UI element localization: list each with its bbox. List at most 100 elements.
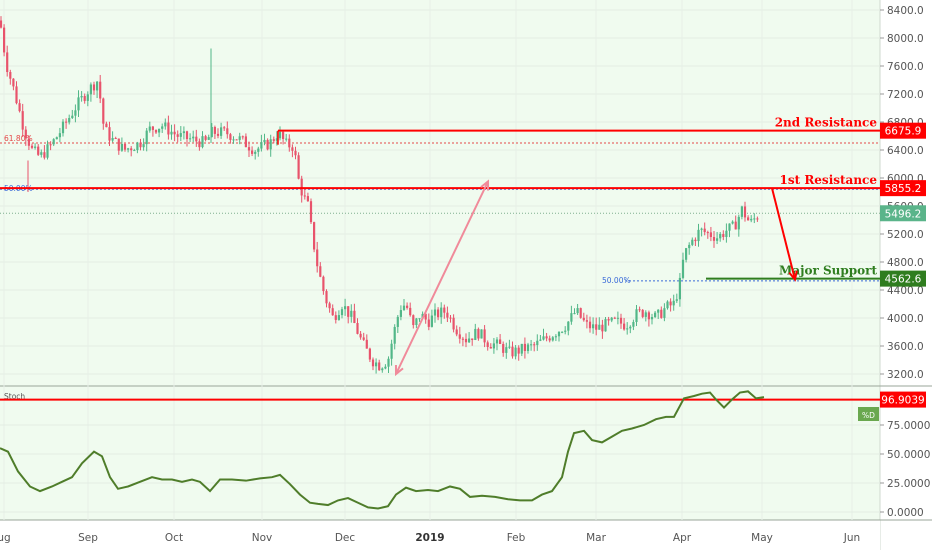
candle-body [567, 321, 570, 331]
candle-body [297, 155, 300, 179]
candle-body [337, 315, 340, 320]
price-tick-label: 6400.0 [887, 145, 924, 157]
candle-body [74, 110, 77, 116]
candle-body [517, 347, 520, 354]
candle-body [700, 228, 703, 230]
candle-body [557, 331, 561, 337]
candle-body [424, 313, 427, 320]
candle-body [716, 238, 719, 241]
candle-body [313, 222, 316, 250]
time-tick-label: May [751, 532, 773, 544]
candle-body [601, 324, 604, 332]
candle-body [725, 230, 728, 237]
candle-body [468, 338, 471, 343]
candle-body [241, 136, 244, 138]
candle-body [663, 308, 666, 318]
candle-body [483, 329, 486, 343]
candle-body [328, 303, 331, 309]
candle-body [740, 206, 743, 217]
level-label: Major Support [779, 264, 877, 278]
candle-body [697, 229, 700, 242]
time-tick-label: Oct [165, 532, 183, 544]
candle-body [344, 306, 347, 310]
candle-body [139, 142, 142, 148]
candle-body [108, 127, 111, 141]
candle-body [201, 136, 204, 148]
candle-body [251, 150, 254, 154]
candle-body [229, 134, 232, 140]
level-lines: 2nd Resistance 1st Resistance Major Suppor… [0, 116, 880, 280]
level-tag-text: 6675.9 [885, 126, 922, 138]
candle-body [130, 148, 133, 151]
candle-body [120, 143, 123, 151]
candle-body [105, 123, 108, 128]
double-arrow-head-up [480, 179, 490, 191]
candle-body [681, 259, 685, 278]
candle-body [216, 133, 220, 136]
annotations [394, 179, 798, 377]
candle-body [505, 347, 508, 353]
candle-body [737, 216, 740, 230]
candle-body [92, 84, 96, 91]
price-tick-label: 8400.0 [887, 5, 924, 17]
candle-body [492, 343, 495, 349]
candle-body [598, 324, 601, 330]
candle-body [616, 317, 619, 319]
candle-body [55, 137, 58, 140]
candle-body [461, 338, 464, 340]
candle-body [455, 329, 458, 335]
candle-body [24, 129, 27, 139]
candle-body [446, 312, 449, 318]
stoch-title: Stoch [4, 392, 25, 401]
candle-body [570, 313, 573, 322]
candle-body [452, 317, 455, 330]
candle-body [266, 139, 269, 150]
candle-body [145, 130, 148, 145]
candle-body [647, 312, 650, 320]
candle-body [433, 309, 437, 316]
candle-body [399, 310, 402, 317]
candle-body [161, 126, 164, 129]
candle-body [359, 333, 362, 338]
candle-body [691, 239, 694, 245]
candle-body [437, 309, 440, 318]
candle-body [443, 307, 446, 313]
stoch-legend-label: %D [862, 411, 875, 420]
candle-body [117, 138, 120, 151]
double-arrow-line [395, 181, 489, 375]
fib-label: 61.80% [4, 134, 33, 143]
candle-body [21, 111, 24, 130]
candle-body [706, 232, 709, 234]
candle-body [588, 321, 592, 329]
candle-body [37, 146, 40, 155]
candle-body [331, 308, 334, 316]
candle-body [564, 330, 567, 332]
candle-body [458, 334, 461, 339]
last-price-tag-box [880, 205, 926, 222]
candle-body [167, 122, 170, 135]
candle-body [449, 317, 452, 319]
candle-body [545, 336, 548, 339]
candle-body [623, 323, 626, 330]
stochastic-pane: Stoch %D [0, 390, 880, 513]
candle-body [709, 232, 712, 238]
candle-body [526, 344, 530, 351]
candle-body [238, 136, 241, 140]
candle-body [185, 131, 189, 140]
candle-body [43, 152, 46, 158]
candle-body [554, 336, 557, 338]
level-tag-text: 5855.2 [885, 183, 922, 195]
candle-body [406, 305, 409, 308]
candle-body [638, 309, 641, 311]
candle-body [703, 228, 706, 233]
stoch-tick-label: 0.0000 [887, 507, 924, 519]
candle-body [520, 343, 523, 354]
price-tick-label: 7600.0 [887, 61, 924, 73]
candle-body [548, 338, 551, 341]
candle-body [356, 322, 359, 334]
time-tick-label: ug [0, 532, 11, 544]
stoch-tick-label: 50.0000 [887, 449, 930, 461]
candle-body [489, 346, 492, 349]
time-tick-label: Mar [586, 532, 606, 544]
